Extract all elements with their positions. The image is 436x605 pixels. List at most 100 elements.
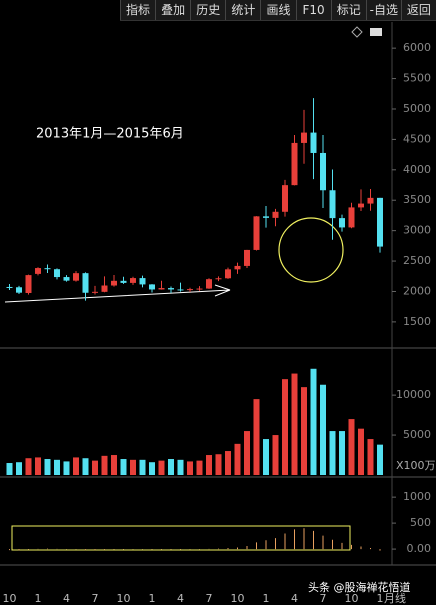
candle-body	[320, 152, 326, 191]
volume-bar	[206, 455, 212, 475]
toolbar-button[interactable]: 历史	[190, 0, 225, 20]
y-tick-label: 5000	[403, 428, 431, 441]
x-tick-label: 10	[3, 592, 17, 605]
toolbar-button[interactable]: 返回	[400, 0, 436, 20]
annotation: 2013年1月—2015年6月	[36, 127, 184, 142]
volume-bar	[73, 457, 79, 475]
candle-body	[272, 211, 279, 218]
volume-bar	[130, 459, 136, 475]
x-tick-label: 4	[291, 592, 298, 605]
candle-body	[339, 218, 345, 228]
toolbar-button[interactable]: 标记	[330, 0, 366, 20]
volume-bar	[120, 459, 127, 475]
candle-body	[225, 269, 231, 279]
x-tick-label: 1	[149, 592, 156, 605]
volume-bar	[177, 459, 184, 475]
y-tick-label: 4000	[403, 163, 431, 176]
x-tick-label: 10	[345, 592, 359, 605]
candle-body	[244, 249, 250, 266]
toolbar-button[interactable]: 统计	[225, 0, 260, 20]
candle-body	[120, 280, 127, 283]
candle-body	[168, 288, 174, 290]
volume-bar	[367, 439, 374, 475]
candle-body	[263, 216, 269, 218]
unit-label: X100万	[396, 459, 436, 472]
period-label: 月线	[384, 591, 406, 605]
y-tick-label: 5000	[403, 102, 431, 115]
volume-bar	[348, 419, 355, 475]
volume-bar	[158, 460, 165, 475]
volume-bar	[168, 459, 174, 475]
toolbar-button[interactable]: 画线	[260, 0, 295, 20]
volume-bar	[310, 368, 317, 475]
toolbar: 指标 叠加 历史 统计 画线 F10 标记 -自选 返回	[120, 0, 436, 21]
candle-body	[92, 291, 98, 293]
x-tick-label: 1	[377, 592, 384, 605]
candle-body	[282, 185, 288, 212]
x-tick-label: 4	[63, 592, 70, 605]
arrow	[4, 284, 231, 303]
icon	[370, 28, 382, 36]
candle-body	[177, 289, 184, 291]
volume-bar	[215, 454, 222, 475]
y-tick-label: 0.00	[407, 542, 432, 555]
x-tick-label: 4	[177, 592, 184, 605]
volume-bar	[139, 459, 146, 475]
candle-body	[358, 203, 364, 208]
x-tick-label: 1	[263, 592, 270, 605]
candle-body	[215, 278, 222, 280]
volume-bar	[225, 451, 231, 475]
volume-bar	[149, 462, 155, 475]
toolbar-button[interactable]: -自选	[365, 0, 401, 20]
volume-bar	[187, 461, 193, 475]
candle-body	[111, 280, 117, 286]
volume-bar	[329, 431, 336, 475]
y-tick-label: 1000	[403, 490, 431, 503]
candle-body	[82, 273, 89, 293]
volume-bar	[54, 459, 60, 475]
toolbar-button[interactable]: 指标	[120, 0, 155, 20]
x-tick-label: 10	[231, 592, 245, 605]
y-tick-label: 10000	[396, 388, 431, 401]
candle-body	[187, 289, 193, 291]
volume-bar	[101, 455, 108, 475]
volume-bar	[196, 460, 203, 475]
volume-bar	[35, 457, 41, 475]
candle-body	[348, 207, 355, 228]
candle-body	[139, 278, 146, 285]
volume-bar	[320, 384, 326, 475]
candle-body	[310, 132, 317, 153]
candle-body	[35, 268, 41, 274]
candle-body	[101, 285, 108, 292]
volume-bar	[111, 455, 117, 475]
x-tick-label: 7	[206, 592, 213, 605]
x-tick-label: 10	[117, 592, 131, 605]
y-tick-label: 3000	[403, 224, 431, 237]
highlight-box	[11, 525, 351, 551]
volume-bar	[253, 399, 260, 475]
x-tick-label: 7	[320, 592, 327, 605]
candle-body	[44, 268, 51, 270]
volume-bar	[244, 431, 250, 475]
volume-bar	[291, 373, 298, 475]
y-tick-label: 5500	[403, 72, 431, 85]
candle-body	[234, 265, 241, 270]
volume-bar	[377, 444, 383, 475]
y-tick-label: 2500	[403, 254, 431, 267]
candle-body	[16, 287, 22, 293]
x-tick-label: 7	[92, 592, 99, 605]
candle-body	[54, 269, 60, 278]
toolbar-button[interactable]: 叠加	[155, 0, 190, 20]
toolbar-button[interactable]: F10	[295, 0, 331, 20]
volume-bar	[358, 428, 364, 475]
diamond-icon	[351, 26, 363, 38]
highlight-circle	[278, 217, 344, 283]
y-tick-label: 6000	[403, 41, 431, 54]
candle-body	[301, 132, 307, 143]
volume-bar	[82, 458, 89, 475]
candle-body	[6, 286, 13, 288]
candle-body	[149, 284, 155, 290]
candle-body	[130, 278, 136, 283]
